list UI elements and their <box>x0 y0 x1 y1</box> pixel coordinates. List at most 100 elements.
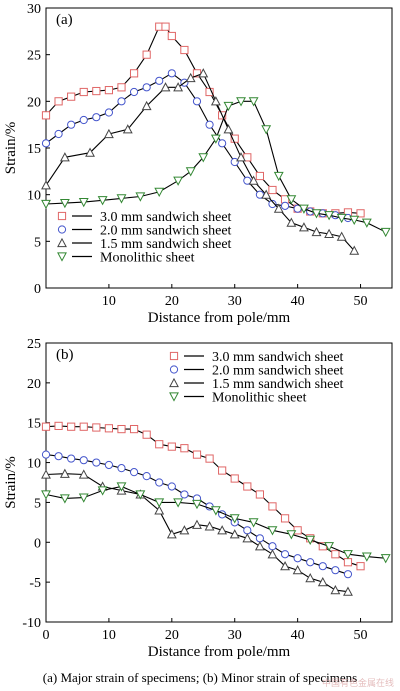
data-point <box>268 542 277 551</box>
y-tick-label: -10 <box>22 616 41 631</box>
data-point <box>305 572 316 583</box>
data-point <box>142 50 151 59</box>
y-tick-label: 0 <box>34 536 41 551</box>
data-point <box>92 423 101 432</box>
data-point <box>248 175 259 185</box>
data-point <box>286 195 297 205</box>
data-point <box>280 201 290 210</box>
data-point <box>286 530 297 540</box>
data-point <box>129 424 139 434</box>
data-point <box>41 139 51 148</box>
data-point <box>142 472 151 481</box>
series-line <box>45 72 355 252</box>
data-point <box>261 189 272 199</box>
data-point <box>41 199 51 210</box>
data-point <box>293 554 302 563</box>
x-tick-label: 20 <box>165 294 179 309</box>
series-line <box>45 26 361 214</box>
data-point <box>218 139 227 148</box>
x-tick-label: 40 <box>291 628 305 643</box>
data-point <box>349 215 360 226</box>
data-point <box>192 450 202 459</box>
data-point <box>280 550 290 559</box>
data-point <box>268 185 277 195</box>
data-point <box>67 422 76 431</box>
data-point <box>41 469 51 479</box>
data-point <box>173 498 184 508</box>
data-point <box>198 68 209 78</box>
data-point <box>41 490 51 500</box>
series-2 <box>41 69 353 223</box>
data-point <box>298 222 309 232</box>
y-tick-label: 25 <box>27 337 41 352</box>
data-point <box>173 176 184 186</box>
data-point <box>331 550 340 559</box>
legend-marker <box>57 225 67 234</box>
data-point <box>248 97 259 107</box>
legend-marker <box>57 252 67 262</box>
y-tick-label: 20 <box>27 95 41 110</box>
series-line <box>45 473 349 593</box>
data-point <box>331 566 340 575</box>
legend-marker <box>169 377 179 388</box>
data-point <box>210 96 221 106</box>
legend-label: 2.0 mm sandwich sheet <box>212 364 344 379</box>
data-point <box>97 486 108 496</box>
legend-label: 1.5 mm sandwich sheet <box>100 237 232 252</box>
data-point <box>129 87 139 97</box>
data-point <box>198 153 209 163</box>
panel-label: (b) <box>56 347 74 363</box>
data-point <box>317 576 328 587</box>
data-point <box>67 92 76 101</box>
y-tick-label: 15 <box>27 142 41 157</box>
data-point <box>92 86 101 96</box>
data-point <box>343 550 353 560</box>
legend-label: 2.0 mm sandwich sheet <box>100 224 232 239</box>
x-axis-label: Distance from pole/mm <box>148 310 291 326</box>
x-tick-label: 50 <box>354 294 368 309</box>
data-point <box>356 209 365 218</box>
series-2 <box>41 450 353 579</box>
x-tick-label: 10 <box>102 628 116 643</box>
data-point <box>204 521 215 531</box>
series-1 <box>41 22 365 218</box>
data-point <box>330 584 341 595</box>
series-line <box>45 454 349 575</box>
data-point <box>142 430 151 439</box>
legend-marker <box>169 392 179 402</box>
data-point <box>210 506 221 516</box>
data-point <box>41 422 51 431</box>
y-tick-label: 15 <box>27 417 41 432</box>
data-point <box>261 125 272 135</box>
legend-marker <box>169 351 179 361</box>
data-point <box>336 231 347 241</box>
x-tick-label: 0 <box>43 628 50 643</box>
data-point <box>155 478 164 487</box>
x-tick-label: 30 <box>228 294 242 309</box>
data-point <box>229 514 240 524</box>
data-point <box>166 529 177 539</box>
data-point <box>59 152 70 162</box>
data-point <box>92 458 101 467</box>
data-point <box>142 83 151 92</box>
y-axis-label: Strain/% <box>3 122 19 175</box>
data-point <box>116 194 127 204</box>
series-line <box>45 485 386 559</box>
y-tick-label: 30 <box>27 2 41 17</box>
y-tick-label: 10 <box>27 189 41 204</box>
data-point <box>192 519 202 529</box>
data-point <box>324 542 335 552</box>
data-point <box>254 541 265 551</box>
data-point <box>255 171 264 181</box>
data-point <box>135 490 146 500</box>
data-point <box>122 124 133 134</box>
data-point <box>324 228 335 238</box>
data-point <box>41 450 51 459</box>
data-point <box>116 482 127 492</box>
data-point <box>236 97 246 107</box>
data-point <box>173 82 184 92</box>
data-point <box>248 518 259 528</box>
data-point <box>255 490 264 499</box>
